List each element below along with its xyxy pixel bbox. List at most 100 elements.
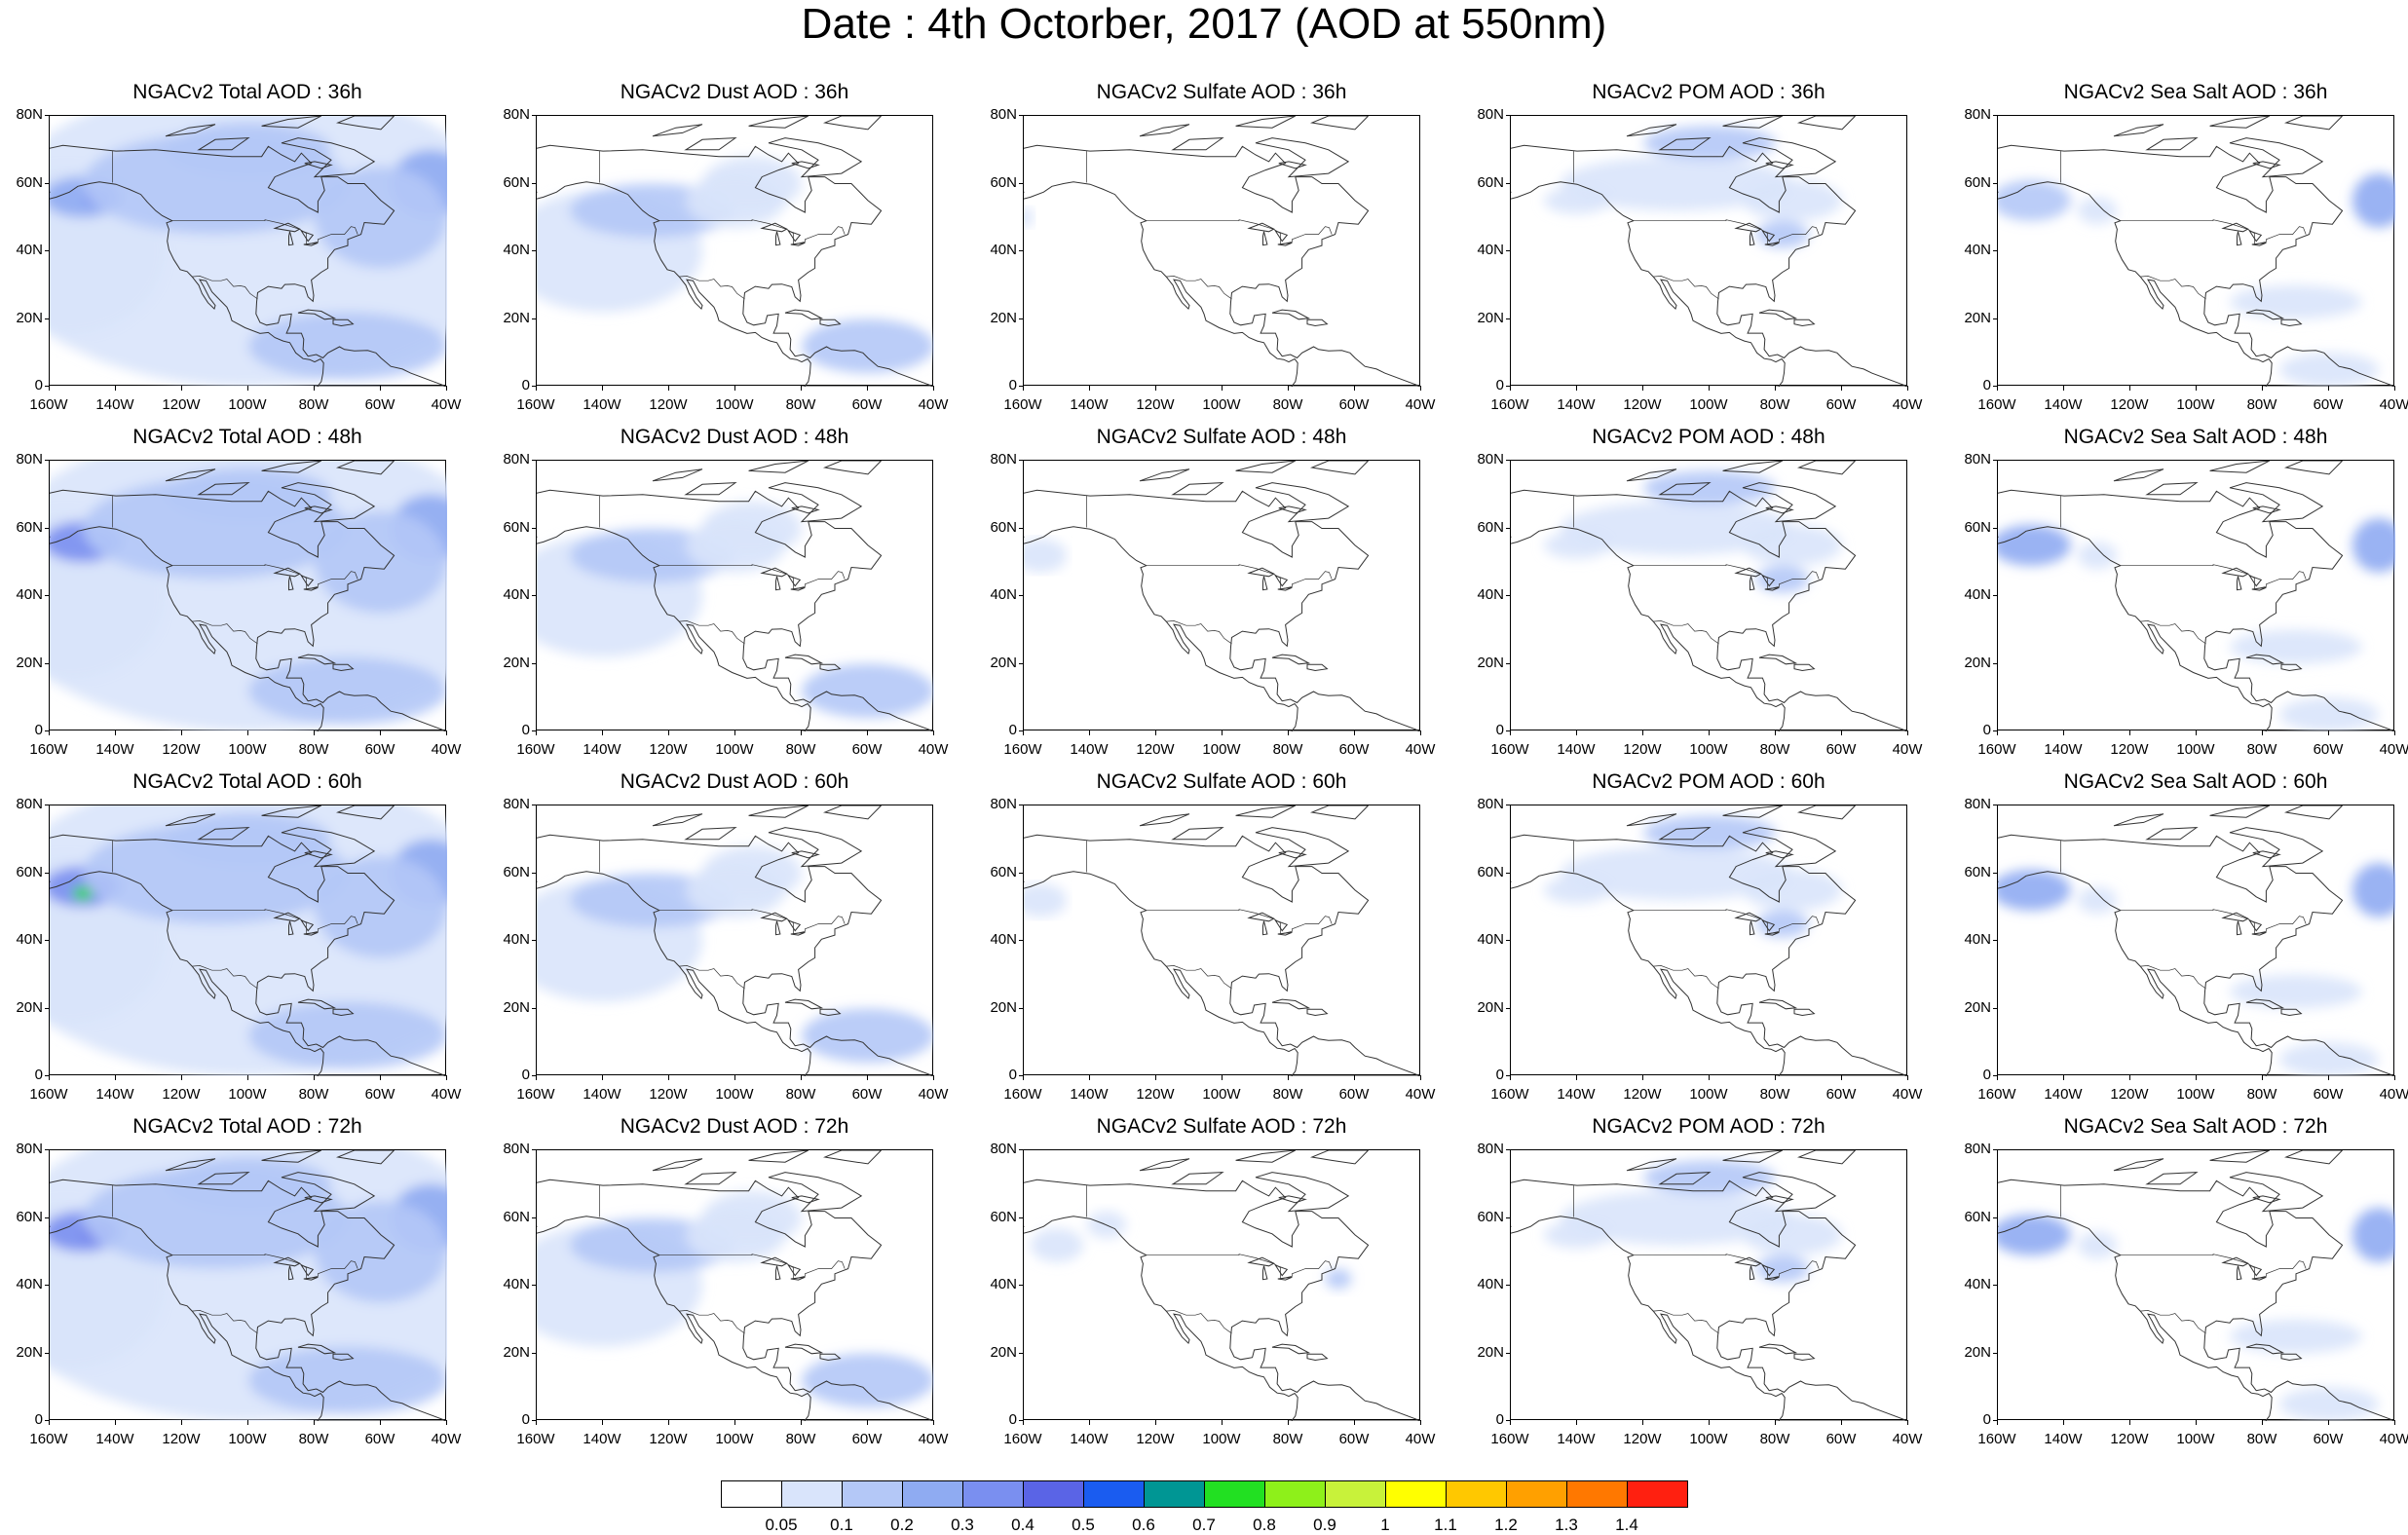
- lake-outline: [790, 931, 806, 936]
- lon-tick: [1907, 730, 1908, 735]
- lon-tick: [2394, 1420, 2395, 1425]
- lat-label: 20N: [990, 309, 1017, 326]
- lat-tick: [1019, 115, 1023, 116]
- lat-label: 0: [521, 1411, 530, 1428]
- lon-label: 80W: [785, 741, 816, 758]
- aerosol-plume: [1544, 186, 1610, 214]
- lon-label: 160W: [516, 741, 555, 758]
- lat-label: 0: [1008, 377, 1017, 393]
- lon-label: 120W: [1136, 741, 1175, 758]
- arctic-island: [652, 468, 703, 482]
- lon-label: 100W: [228, 1086, 267, 1103]
- lon-label: 160W: [1977, 1086, 2016, 1103]
- lat-label: 80N: [16, 796, 43, 812]
- map-panel: NGACv2 Dust AOD : 48h 80N 60N 40N 20N 0 160W 14…: [503, 425, 948, 773]
- lon-label: 140W: [1070, 1086, 1109, 1103]
- hispaniola-coast: [1793, 1353, 1816, 1362]
- map-frame: [1997, 1149, 2395, 1421]
- lake-outline: [1262, 920, 1268, 936]
- cuba-coast: [784, 998, 824, 1010]
- cuba-coast: [2245, 654, 2285, 665]
- hispaniola-coast: [332, 318, 355, 327]
- lat-tick: [1993, 115, 1997, 116]
- lon-tick: [1222, 1420, 1223, 1425]
- colorbar-swatch: [1627, 1480, 1688, 1508]
- lake-outline: [1734, 567, 1762, 578]
- lat-tick: [1506, 115, 1510, 116]
- border-us-canada: [1146, 564, 1333, 590]
- lon-label: 140W: [1557, 1431, 1596, 1447]
- lon-label: 160W: [1490, 396, 1529, 413]
- arctic-island: [652, 1158, 703, 1172]
- arctic-island: [1722, 805, 1784, 818]
- aod-field: [1511, 1150, 1908, 1421]
- lat-tick: [532, 182, 536, 184]
- map-frame: [1023, 1149, 1421, 1421]
- lat-tick: [1019, 250, 1023, 251]
- lat-tick: [1993, 730, 1997, 731]
- lon-tick: [380, 1420, 381, 1425]
- coastline: [1998, 1179, 2395, 1421]
- lat-tick: [1506, 1217, 1510, 1218]
- lake-outline: [1761, 575, 1776, 587]
- lat-tick: [1993, 1420, 1997, 1421]
- aerosol-plume: [702, 501, 802, 556]
- lon-label: 40W: [1405, 1431, 1436, 1447]
- lat-tick: [532, 250, 536, 251]
- lon-label: 60W: [1338, 396, 1370, 413]
- lon-tick: [1510, 1420, 1511, 1425]
- lat-label: 40N: [990, 931, 1017, 948]
- lon-label: 140W: [95, 1431, 134, 1447]
- hispaniola-coast: [819, 663, 842, 672]
- arctic-island: [2113, 124, 2164, 137]
- lon-tick: [2196, 1420, 2197, 1425]
- map-frame: [1510, 115, 1908, 387]
- lon-tick: [115, 1075, 116, 1080]
- lat-label: 20N: [16, 998, 43, 1016]
- lat-tick: [1993, 1007, 1997, 1009]
- lake-outline: [2251, 242, 2267, 246]
- lat-tick: [1993, 182, 1997, 184]
- greenland-coast: [335, 116, 395, 131]
- baffin-island: [1742, 482, 1837, 523]
- arctic-island: [1171, 1172, 1224, 1185]
- lat-tick: [1019, 318, 1023, 319]
- aerosol-plume: [2077, 886, 2118, 915]
- lon-tick: [1023, 1420, 1024, 1425]
- lon-tick: [867, 1075, 868, 1080]
- arctic-island: [1171, 827, 1224, 841]
- lon-tick: [1288, 1075, 1289, 1080]
- lat-label: 0: [521, 1067, 530, 1083]
- lon-tick: [1089, 1420, 1090, 1425]
- lon-label: 160W: [1003, 396, 1042, 413]
- lake-outline: [760, 567, 788, 578]
- lat-tick: [45, 872, 49, 874]
- colorbar-swatch: [1144, 1480, 1205, 1508]
- hispaniola-coast: [332, 1353, 355, 1362]
- lon-label: 160W: [1003, 1086, 1042, 1103]
- aerosol-plume: [1561, 845, 1792, 901]
- panel-title: NGACv2 Total AOD : 48h: [132, 426, 362, 448]
- arctic-island: [197, 827, 250, 841]
- lat-tick: [45, 595, 49, 596]
- lon-tick: [2129, 1420, 2130, 1425]
- lon-tick: [602, 1075, 603, 1080]
- lon-tick: [734, 730, 735, 735]
- lon-label: 160W: [29, 396, 68, 413]
- aerosol-plume: [1325, 1268, 1352, 1290]
- lat-label: 60N: [1477, 863, 1504, 880]
- cuba-coast: [1271, 654, 1311, 665]
- lon-tick: [1089, 730, 1090, 735]
- aod-field: [1998, 116, 2395, 387]
- lon-tick: [801, 1420, 802, 1425]
- lon-tick: [247, 1075, 248, 1080]
- lon-label: 140W: [1070, 741, 1109, 758]
- map-panel: NGACv2 Sulfate AOD : 48h 80N 60N 40N 20N 0 160…: [990, 425, 1435, 773]
- aerosol-plume: [248, 312, 447, 381]
- aerosol-plume: [1024, 882, 1068, 917]
- lake-outline: [2221, 222, 2249, 233]
- lake-outline: [1765, 161, 1794, 169]
- lon-label: 140W: [583, 741, 621, 758]
- colorbar-swatch: [962, 1480, 1024, 1508]
- lake-outline: [300, 919, 315, 932]
